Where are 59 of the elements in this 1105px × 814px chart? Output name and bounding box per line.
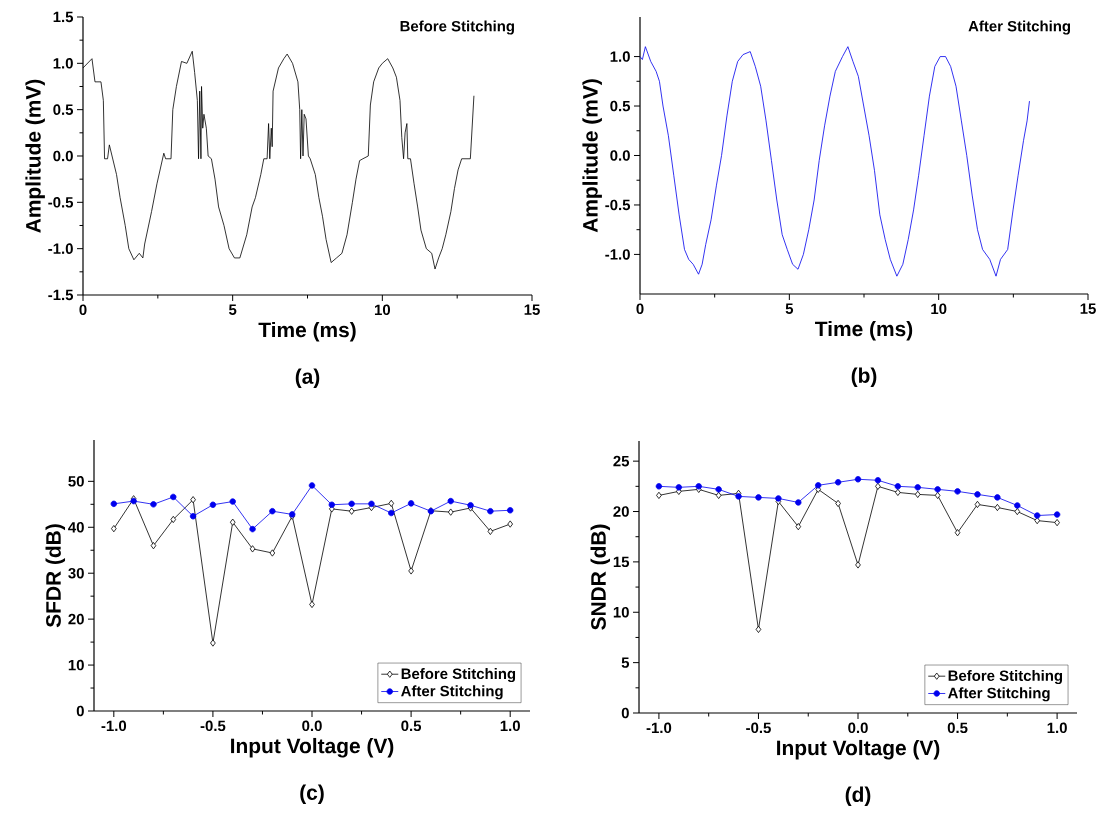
y-tick-label: 20: [68, 613, 84, 625]
y-tick-label: 0: [621, 707, 629, 719]
legend-label: After Stitching: [948, 687, 1050, 702]
x-tick-label: -1.0: [101, 720, 127, 732]
y-tick-label: 1.0: [53, 58, 73, 69]
x-axis-title: Input Voltage (V): [777, 739, 940, 760]
y-tick-label: -1.5: [48, 289, 74, 301]
text: (c): [300, 784, 324, 805]
x-tick-label: -0.5: [746, 722, 771, 734]
y-tick-label: 0: [76, 705, 84, 717]
y-tick-label: 1.0: [610, 51, 630, 62]
y-axis-title: Amplitude (mV): [582, 79, 602, 233]
y-tick-label: 10: [613, 606, 629, 618]
y-tick-label: -1.0: [48, 243, 73, 254]
text: (d): [845, 786, 871, 807]
x-tick-label: 0: [636, 303, 644, 315]
y-tick-label: 0.0: [53, 150, 73, 162]
y-tick-label: 40: [68, 521, 84, 533]
y-tick-label: 20: [613, 506, 629, 517]
y-tick-label: 15: [613, 556, 630, 568]
x-tick-label: -1.0: [646, 722, 672, 734]
x-tick-label: 10: [374, 304, 391, 316]
x-tick-label: 0.0: [302, 720, 322, 732]
y-tick-label: 0.5: [53, 104, 74, 115]
y-tick-label: 10: [68, 659, 84, 671]
x-axis-title: Time (ms): [815, 320, 913, 341]
legend-label: Before Stitching: [948, 670, 1063, 685]
chart-title: Before Stitching: [400, 20, 514, 35]
y-tick-label: 0.5: [610, 100, 631, 112]
y-tick-label: -0.5: [48, 197, 74, 208]
y-tick-label: -1.0: [605, 249, 630, 260]
y-axis-title: SNDR (dB): [590, 524, 611, 630]
legend-label: After Stitching: [401, 685, 503, 700]
x-tick-label: 0.5: [947, 722, 968, 734]
x-tick-label: 15: [524, 304, 540, 315]
x-axis-title: Input Voltage (V): [231, 737, 394, 758]
x-tick-label: 0.5: [401, 720, 422, 732]
legend-label: Before Stitching: [401, 668, 516, 683]
x-tick-label: 10: [931, 303, 947, 315]
x-tick-label: 15: [1080, 303, 1096, 314]
x-tick-label: -0.5: [200, 720, 226, 732]
y-tick-label: -0.5: [605, 199, 631, 211]
y-tick-label: 50: [68, 476, 84, 487]
y-tick-label: 5: [621, 657, 630, 668]
text: (b): [851, 367, 877, 388]
y-tick-label: 30: [68, 567, 84, 579]
y-tick-label: 25: [613, 455, 630, 467]
y-axis-title: Amplitude (mV): [25, 79, 45, 233]
text: (a): [295, 368, 320, 389]
x-tick-label: 1.0: [500, 720, 520, 732]
x-tick-label: 1.0: [1047, 722, 1067, 734]
y-tick-label: 0.0: [610, 150, 630, 161]
chart-title: After Stitching: [968, 20, 1071, 35]
y-tick-label: 1.5: [53, 11, 74, 23]
y-axis-title: SFDR (dB): [45, 524, 66, 628]
x-axis-title: Time (ms): [258, 321, 356, 342]
x-tick-label: 0.0: [848, 722, 868, 734]
x-tick-label: 5: [228, 304, 237, 315]
x-tick-label: 5: [785, 303, 794, 314]
